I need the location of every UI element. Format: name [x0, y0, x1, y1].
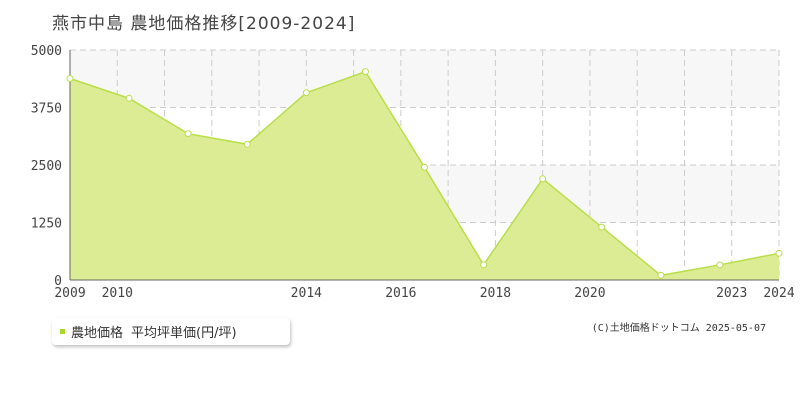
- x-tick-label: 2009: [54, 286, 85, 301]
- data-point: [775, 249, 783, 257]
- data-point: [184, 130, 192, 138]
- x-tick-label: 2024: [763, 286, 794, 301]
- x-tick-label: 2016: [385, 286, 416, 301]
- data-point: [243, 140, 251, 148]
- data-point: [361, 68, 369, 76]
- data-point: [480, 261, 488, 269]
- chart-title: 燕市中島 農地価格推移[2009-2024]: [52, 14, 356, 34]
- copyright-text: (C)土地価格ドットコム 2025-05-07: [591, 323, 766, 334]
- x-tick-label: 2023: [716, 286, 747, 301]
- y-tick-label: 3750: [31, 102, 62, 117]
- legend: 農地価格 平均坪単価(円/坪): [52, 318, 290, 345]
- y-tick-labels: 0 1250 2500 3750 5000: [31, 44, 62, 289]
- data-point: [716, 261, 724, 269]
- data-point: [421, 163, 428, 171]
- x-tick-labels: 2009 2010 2014 2016 2018 2020 2023 2024: [54, 286, 794, 301]
- y-tick-label: 2500: [31, 159, 62, 174]
- y-tick-label: 5000: [31, 44, 62, 59]
- x-tick-label: 2010: [102, 286, 133, 301]
- legend-sublabel: 平均坪単価(円/坪): [131, 326, 237, 341]
- data-point: [657, 271, 665, 279]
- plot-band: [70, 50, 779, 108]
- data-point: [598, 223, 606, 231]
- x-tick-label: 2014: [291, 286, 322, 301]
- axes: [69, 50, 779, 281]
- data-points: [66, 68, 783, 279]
- x-tick-label: 2020: [574, 286, 605, 301]
- data-point: [66, 75, 74, 83]
- data-point: [125, 94, 133, 102]
- x-tick-label: 2018: [480, 286, 511, 301]
- y-tick-label: 0: [54, 274, 62, 289]
- legend-label: 農地価格: [71, 326, 124, 341]
- data-point: [302, 89, 310, 97]
- legend-swatch: [60, 329, 65, 334]
- y-tick-label: 1250: [31, 217, 62, 232]
- data-point: [539, 175, 547, 183]
